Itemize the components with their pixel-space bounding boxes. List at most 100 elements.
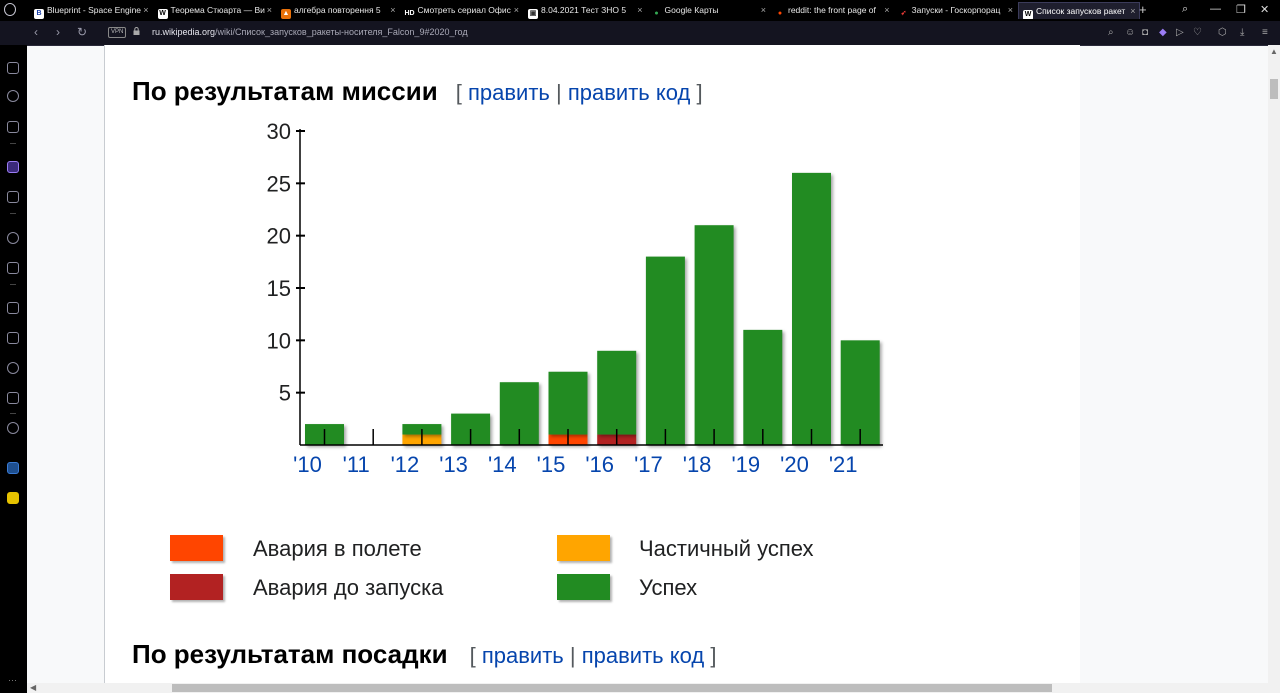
easy-setup-icon[interactable]: ≡ (1262, 27, 1268, 38)
shopping-bag-icon[interactable] (7, 121, 19, 133)
close-window-icon[interactable]: ✕ (1260, 4, 1270, 16)
bookmarks-icon[interactable] (7, 191, 19, 203)
emoji-icon[interactable]: ☺ (1125, 27, 1136, 38)
adblock-shield-icon[interactable]: ◆ (1159, 27, 1167, 38)
back-icon[interactable]: ‹ (34, 25, 38, 39)
edit-link[interactable]: править (481, 643, 564, 668)
tab-close-icon[interactable]: × (884, 5, 890, 15)
bar-segment (792, 172, 831, 445)
more-icon[interactable]: ··· (8, 675, 17, 685)
tab-close-icon[interactable]: × (513, 5, 519, 15)
reload-icon[interactable]: ↻ (77, 25, 88, 39)
gamepad-icon[interactable] (7, 62, 19, 74)
browser-tab[interactable]: ● reddit: the front page of × (771, 2, 893, 19)
speed-dial-icon[interactable] (7, 90, 19, 102)
launch-results-chart: 5 10 15 20 25 30 '10 '11 '12 '13 '14 '15 '16 '17 '18 '1… (267, 119, 883, 477)
tab-search-icon[interactable]: ⌕ (1182, 3, 1189, 15)
tab-favicon-icon: W (1023, 10, 1033, 19)
horizontal-scroll-thumb[interactable] (172, 684, 1052, 692)
sidebar-divider (10, 413, 16, 414)
legend-label: Авария до запуска (253, 575, 444, 600)
browser-tab[interactable]: W Список запусков ракет × (1018, 2, 1140, 19)
player-icon[interactable] (7, 232, 19, 244)
x-tick-label: '16 (585, 452, 614, 477)
edit-code-link[interactable]: править код (567, 80, 691, 105)
edit-link[interactable]: править (467, 80, 550, 105)
browser-tab[interactable]: B Blueprint - Space Engine × (30, 2, 152, 19)
heart-icon[interactable]: ♡ (1193, 27, 1202, 38)
vpn-badge[interactable]: VPN (108, 27, 127, 38)
x-tick-label: '15 (537, 452, 566, 477)
tab-favicon-icon: ● (775, 9, 785, 19)
tab-title: Смотреть сериал Офис (417, 5, 511, 15)
send-icon[interactable] (7, 262, 19, 274)
tab-close-icon[interactable]: × (1007, 5, 1013, 15)
y-tick-label: 10 (267, 328, 291, 353)
browser-tab[interactable]: W Теорема Стюарта — Ви × (154, 2, 276, 19)
downloads-icon[interactable] (7, 392, 19, 404)
page-search-icon[interactable]: ⌕ (1108, 27, 1114, 38)
tab-title: 8.04.2021 Тест ЗНО 5 (541, 5, 627, 15)
history-icon[interactable] (7, 362, 19, 374)
settings-icon[interactable] (7, 422, 19, 434)
browser-tab[interactable]: ▲ алгебра повторення 5 × (277, 2, 399, 19)
sidebar-divider (10, 213, 16, 214)
scroll-left-icon[interactable]: ◀ (30, 683, 37, 692)
notes-icon[interactable] (7, 492, 19, 504)
tab-favicon-icon: HD (404, 9, 415, 19)
tab-close-icon[interactable]: × (266, 5, 272, 15)
tab-title: Список запусков ракет (1036, 6, 1126, 16)
tab-close-icon[interactable]: × (637, 5, 643, 15)
tab-title: Запуски - Госкорпорац (911, 5, 1001, 15)
heading-text: По результатам миссии (132, 76, 438, 106)
y-tick-label: 20 (267, 224, 291, 249)
tab-close-icon[interactable]: × (143, 5, 149, 15)
download-icon[interactable]: ⤓ (1240, 27, 1245, 38)
legend-label: Частичный успех (639, 536, 814, 561)
tab-title: алгебра повторення 5 (294, 5, 381, 15)
opera-menu-icon[interactable] (4, 3, 16, 16)
minimize-icon[interactable]: — (1210, 3, 1221, 15)
extensions-icon[interactable] (7, 302, 19, 314)
app-icon[interactable] (7, 462, 19, 474)
x-tick-label: '11 (343, 452, 370, 477)
x-tick-label: '13 (439, 452, 468, 477)
edit-code-link[interactable]: править код (581, 643, 705, 668)
x-tick-label: '10 (293, 452, 322, 477)
scroll-up-icon[interactable]: ▲ (1270, 47, 1278, 56)
forward-icon[interactable]: › (56, 25, 60, 39)
y-tick-label: 15 (267, 276, 291, 301)
lock-icon[interactable] (133, 27, 140, 35)
browser-tab[interactable]: HD Смотреть сериал Офис × (401, 2, 523, 19)
sidebar: ··· (0, 45, 27, 693)
bar-segment (840, 340, 880, 445)
edit-section-links: [ править | править код ] (455, 80, 703, 105)
x-tick-label: '12 (391, 452, 420, 477)
restore-icon[interactable]: ❐ (1236, 4, 1246, 16)
url-field[interactable]: ru.wikipedia.org/wiki/Список_запусков_ра… (152, 27, 468, 37)
vertical-scrollbar[interactable]: ▲ (1268, 45, 1280, 693)
horizontal-scrollbar[interactable]: ◀ (27, 683, 1268, 693)
vertical-scroll-thumb[interactable] (1270, 79, 1278, 99)
cube-icon[interactable]: ⬡ (1218, 27, 1227, 38)
legend-label: Авария в полете (253, 536, 422, 561)
tab-close-icon[interactable]: × (760, 5, 766, 15)
legend-swatch (557, 574, 610, 600)
browser-tab[interactable]: ➶ Запуски - Госкорпорац × (895, 2, 1017, 19)
tab-title: Google Карты (664, 5, 719, 15)
browser-tab[interactable]: ▣ 8.04.2021 Тест ЗНО 5 × (524, 2, 646, 19)
browser-tab[interactable]: ● Google Карты × (648, 2, 770, 19)
legend-swatch (170, 574, 223, 600)
bar-segment (597, 350, 637, 435)
legend-swatch (557, 535, 610, 561)
new-tab-button[interactable]: + (1139, 2, 1147, 17)
x-tick-label: '21 (829, 452, 858, 477)
tab-close-icon[interactable]: × (390, 5, 396, 15)
home-icon[interactable] (7, 161, 19, 173)
camera-icon[interactable]: ◘ (1142, 27, 1149, 38)
tab-close-icon[interactable]: × (1130, 6, 1136, 16)
tabs-icon[interactable] (7, 332, 19, 344)
player-icon[interactable]: ▷ (1176, 27, 1184, 38)
sidebar-divider (10, 284, 16, 285)
tab-favicon-icon: B (34, 9, 44, 19)
